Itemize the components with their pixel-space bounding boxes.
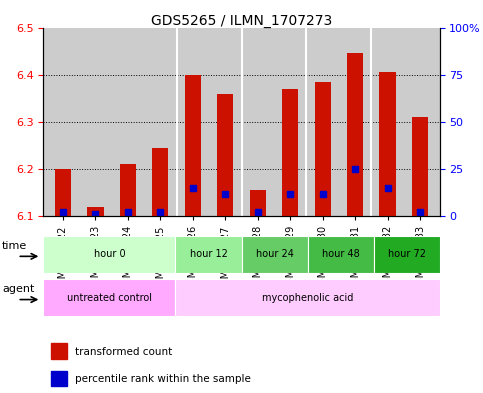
Bar bbox=[43, 236, 175, 273]
Text: untreated control: untreated control bbox=[67, 293, 152, 303]
Bar bbox=[152, 148, 169, 216]
Bar bbox=[308, 236, 373, 273]
Bar bbox=[185, 75, 201, 216]
Bar bbox=[51, 371, 67, 386]
Bar bbox=[412, 117, 428, 216]
Bar bbox=[51, 343, 67, 359]
Text: hour 24: hour 24 bbox=[256, 250, 294, 259]
Bar bbox=[87, 207, 103, 216]
Bar bbox=[242, 236, 308, 273]
Bar bbox=[282, 89, 298, 216]
Text: time: time bbox=[2, 241, 28, 251]
Bar bbox=[120, 164, 136, 216]
Text: percentile rank within the sample: percentile rank within the sample bbox=[75, 374, 251, 384]
Bar bbox=[55, 169, 71, 216]
Text: hour 48: hour 48 bbox=[322, 250, 359, 259]
Text: agent: agent bbox=[2, 285, 35, 294]
Text: transformed count: transformed count bbox=[75, 347, 172, 357]
Text: hour 72: hour 72 bbox=[387, 250, 426, 259]
Bar bbox=[217, 94, 233, 216]
Bar bbox=[380, 72, 396, 216]
Bar bbox=[175, 279, 440, 316]
Text: mycophenolic acid: mycophenolic acid bbox=[262, 293, 353, 303]
Bar bbox=[373, 236, 440, 273]
Bar bbox=[43, 279, 175, 316]
Bar bbox=[314, 82, 331, 216]
Text: GDS5265 / ILMN_1707273: GDS5265 / ILMN_1707273 bbox=[151, 14, 332, 28]
Bar bbox=[250, 190, 266, 216]
Bar bbox=[175, 236, 242, 273]
Bar bbox=[347, 53, 363, 216]
Text: hour 0: hour 0 bbox=[94, 250, 125, 259]
Text: hour 12: hour 12 bbox=[189, 250, 227, 259]
